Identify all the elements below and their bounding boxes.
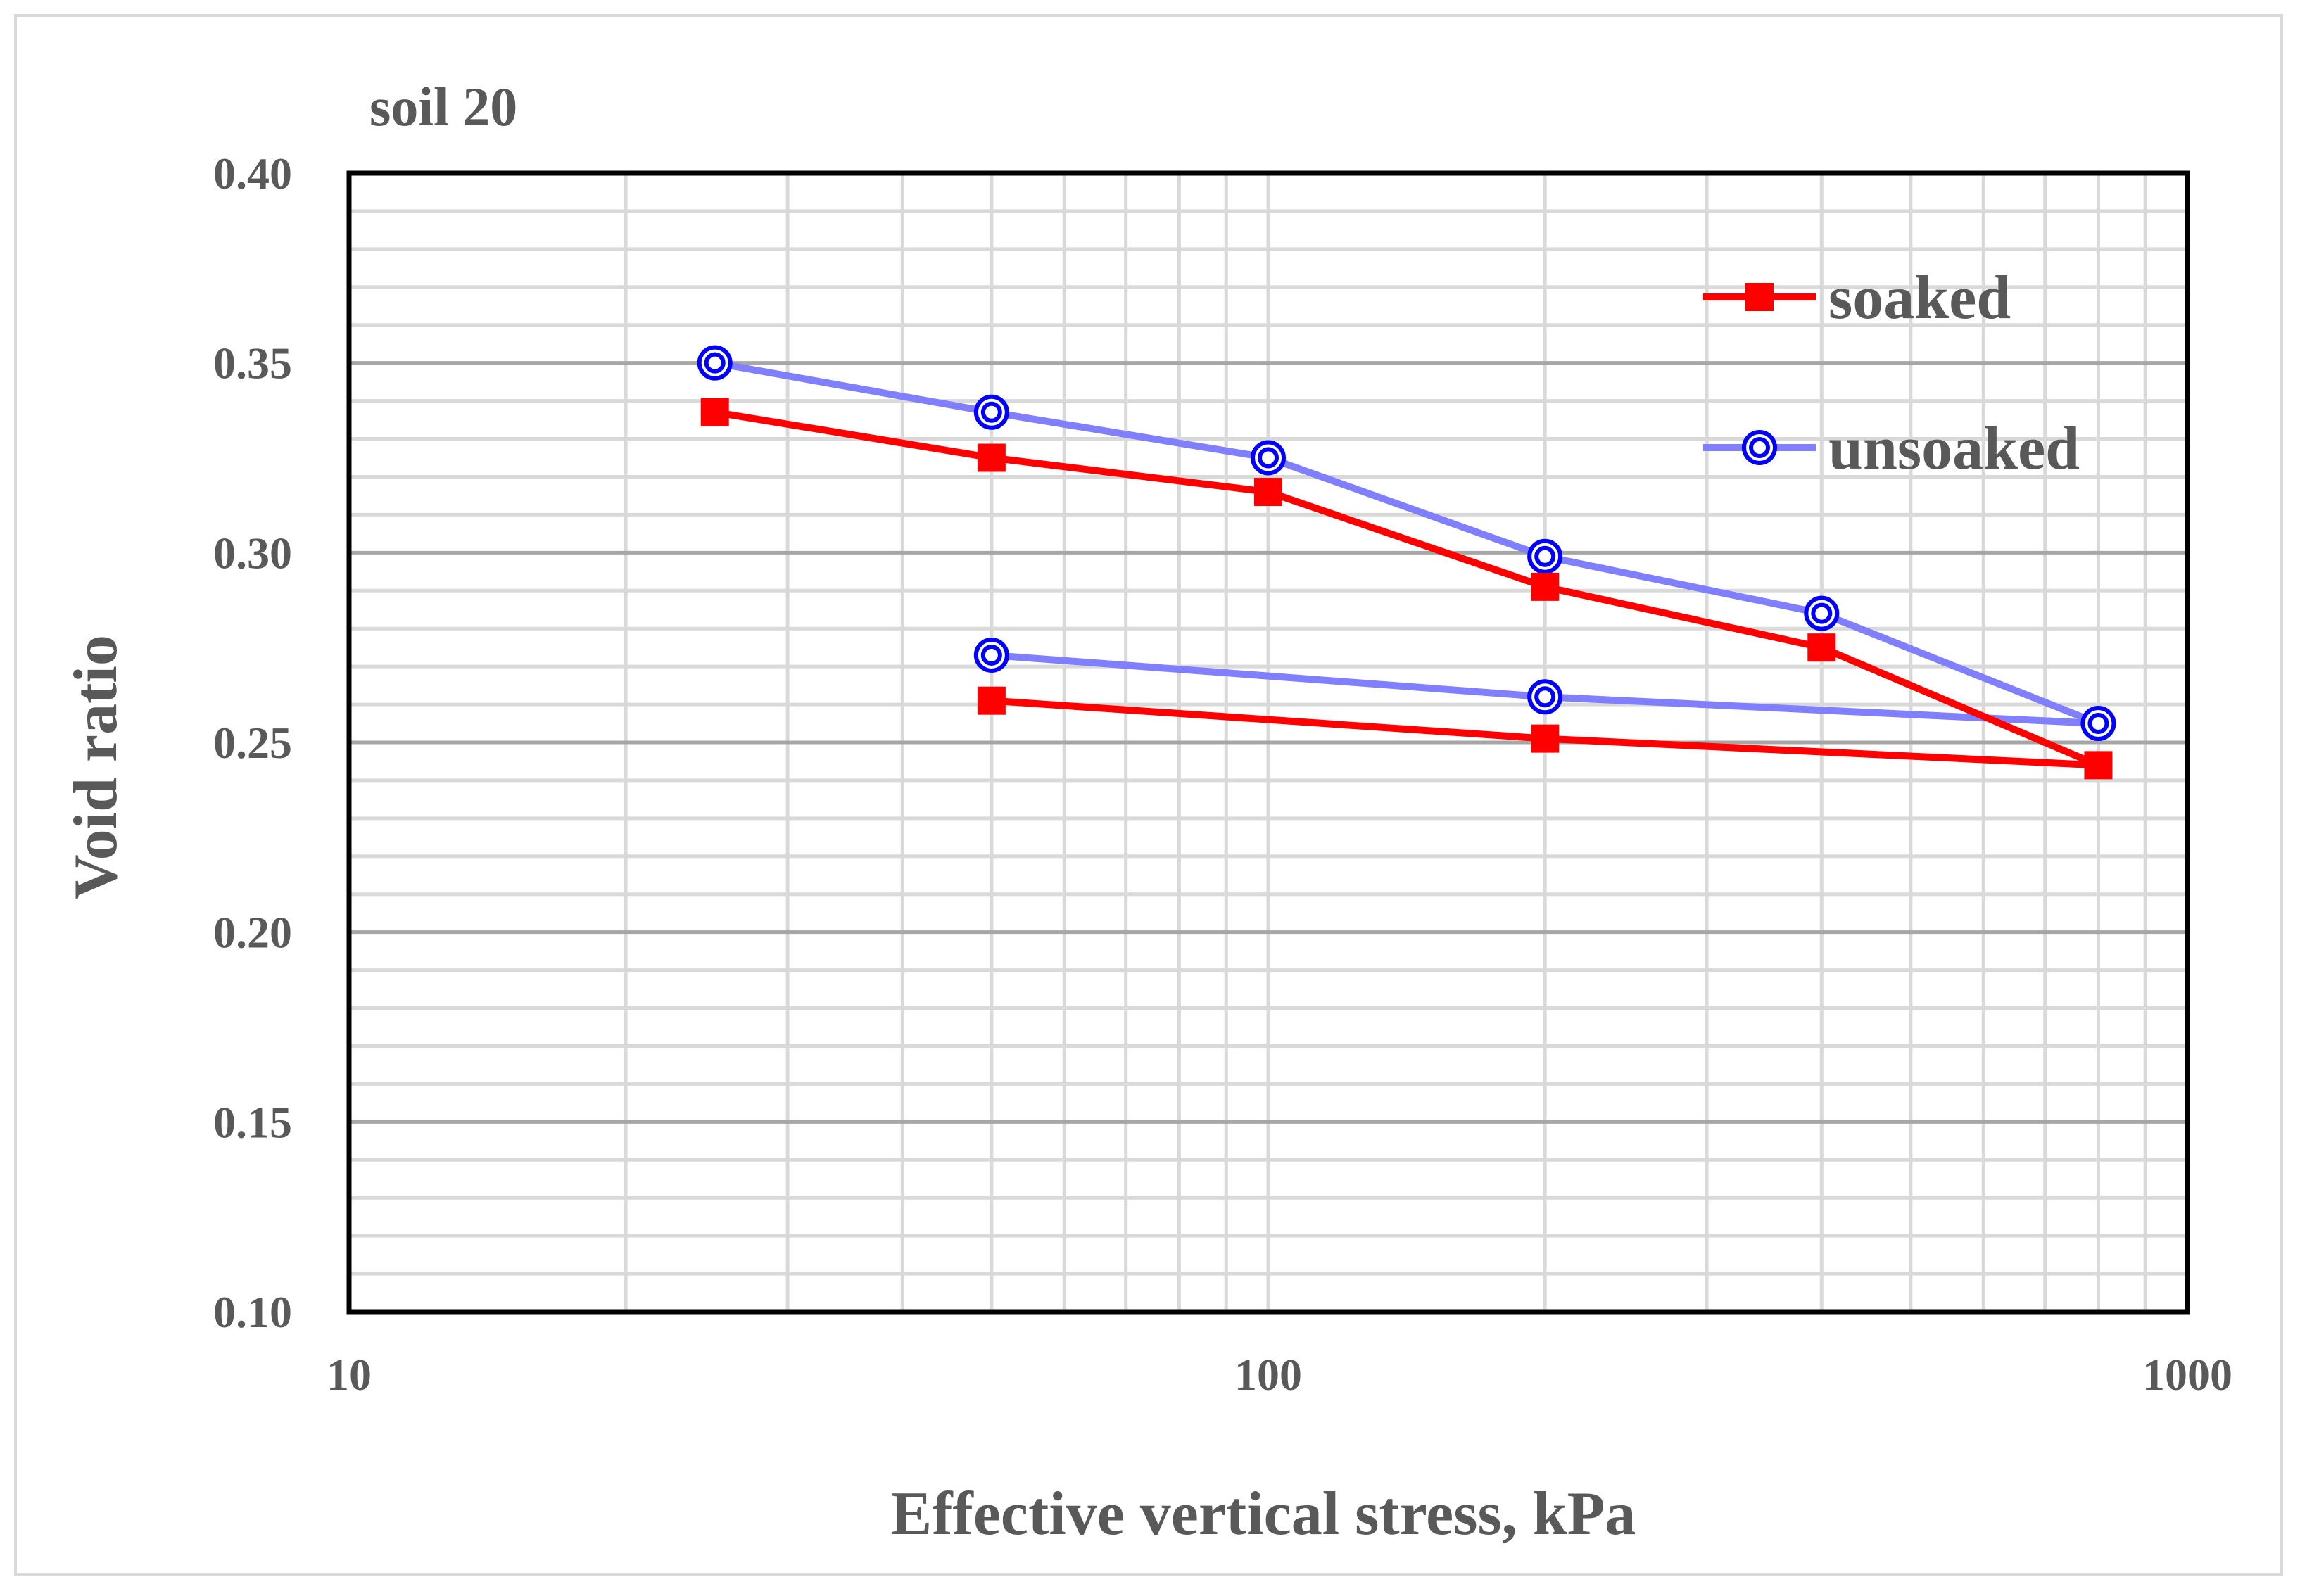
legend-item-unsoaked: unsoaked: [1703, 414, 2080, 483]
legend-marker-soaked: [1745, 283, 1774, 311]
x-tick-label: 1000: [2142, 1350, 2232, 1400]
x-axis-title: Effective vertical stress, kPa: [891, 1480, 1636, 1548]
series-soaked: [700, 398, 2113, 780]
grid-layer: [349, 173, 2187, 1312]
legend-marker-unsoaked: [1742, 430, 1777, 465]
data-point-soaked: [1254, 478, 1282, 507]
legend: soaked unsoaked: [1703, 264, 2080, 483]
data-point-unsoaked: [1804, 595, 1840, 631]
data-point-soaked: [2084, 751, 2113, 780]
data-point-soaked: [700, 398, 729, 426]
x-tick-label: 100: [1234, 1350, 1302, 1400]
data-point-unsoaked: [2080, 706, 2116, 742]
data-point-unsoaked: [973, 394, 1009, 430]
legend-label-soaked: soaked: [1828, 264, 2011, 332]
data-point-unsoaked: [973, 637, 1009, 673]
y-tick-label: 0.20: [213, 908, 292, 958]
x-tick-label: 10: [327, 1350, 372, 1400]
series-line-unsoaked: [714, 359, 2102, 728]
data-point-soaked: [1531, 572, 1560, 601]
data-point-soaked: [977, 686, 1006, 715]
chart-title: soil 20: [369, 76, 517, 137]
y-tick-label: 0.10: [213, 1287, 292, 1337]
tick-label-layer: 0.10 0.15 0.20 0.25 0.30 0.35 0.40 10 100 1000: [213, 148, 2232, 1400]
data-point-soaked: [1531, 724, 1560, 753]
y-tick-label: 0.15: [213, 1097, 292, 1147]
chart-frame: [14, 14, 2283, 1576]
series-line-soaked: [714, 408, 2102, 769]
data-point-soaked: [1807, 633, 1836, 662]
data-point-unsoaked: [697, 345, 733, 381]
data-point-soaked: [977, 443, 1006, 472]
legend-item-soaked: soaked: [1703, 264, 2011, 332]
y-tick-label: 0.25: [213, 718, 292, 768]
data-point-unsoaked: [1527, 538, 1563, 574]
data-point-unsoaked: [1527, 679, 1563, 715]
series-unsoaked: [697, 345, 2116, 742]
plot-area-border: [346, 170, 2190, 1315]
legend-label-unsoaked: unsoaked: [1828, 414, 2080, 483]
series-layer: [697, 345, 2116, 780]
y-tick-label: 0.40: [213, 148, 292, 198]
y-axis-title: Void ratio: [62, 635, 130, 899]
y-tick-label: 0.30: [213, 528, 292, 578]
y-tick-label: 0.35: [213, 338, 292, 388]
data-point-unsoaked: [1251, 440, 1286, 476]
